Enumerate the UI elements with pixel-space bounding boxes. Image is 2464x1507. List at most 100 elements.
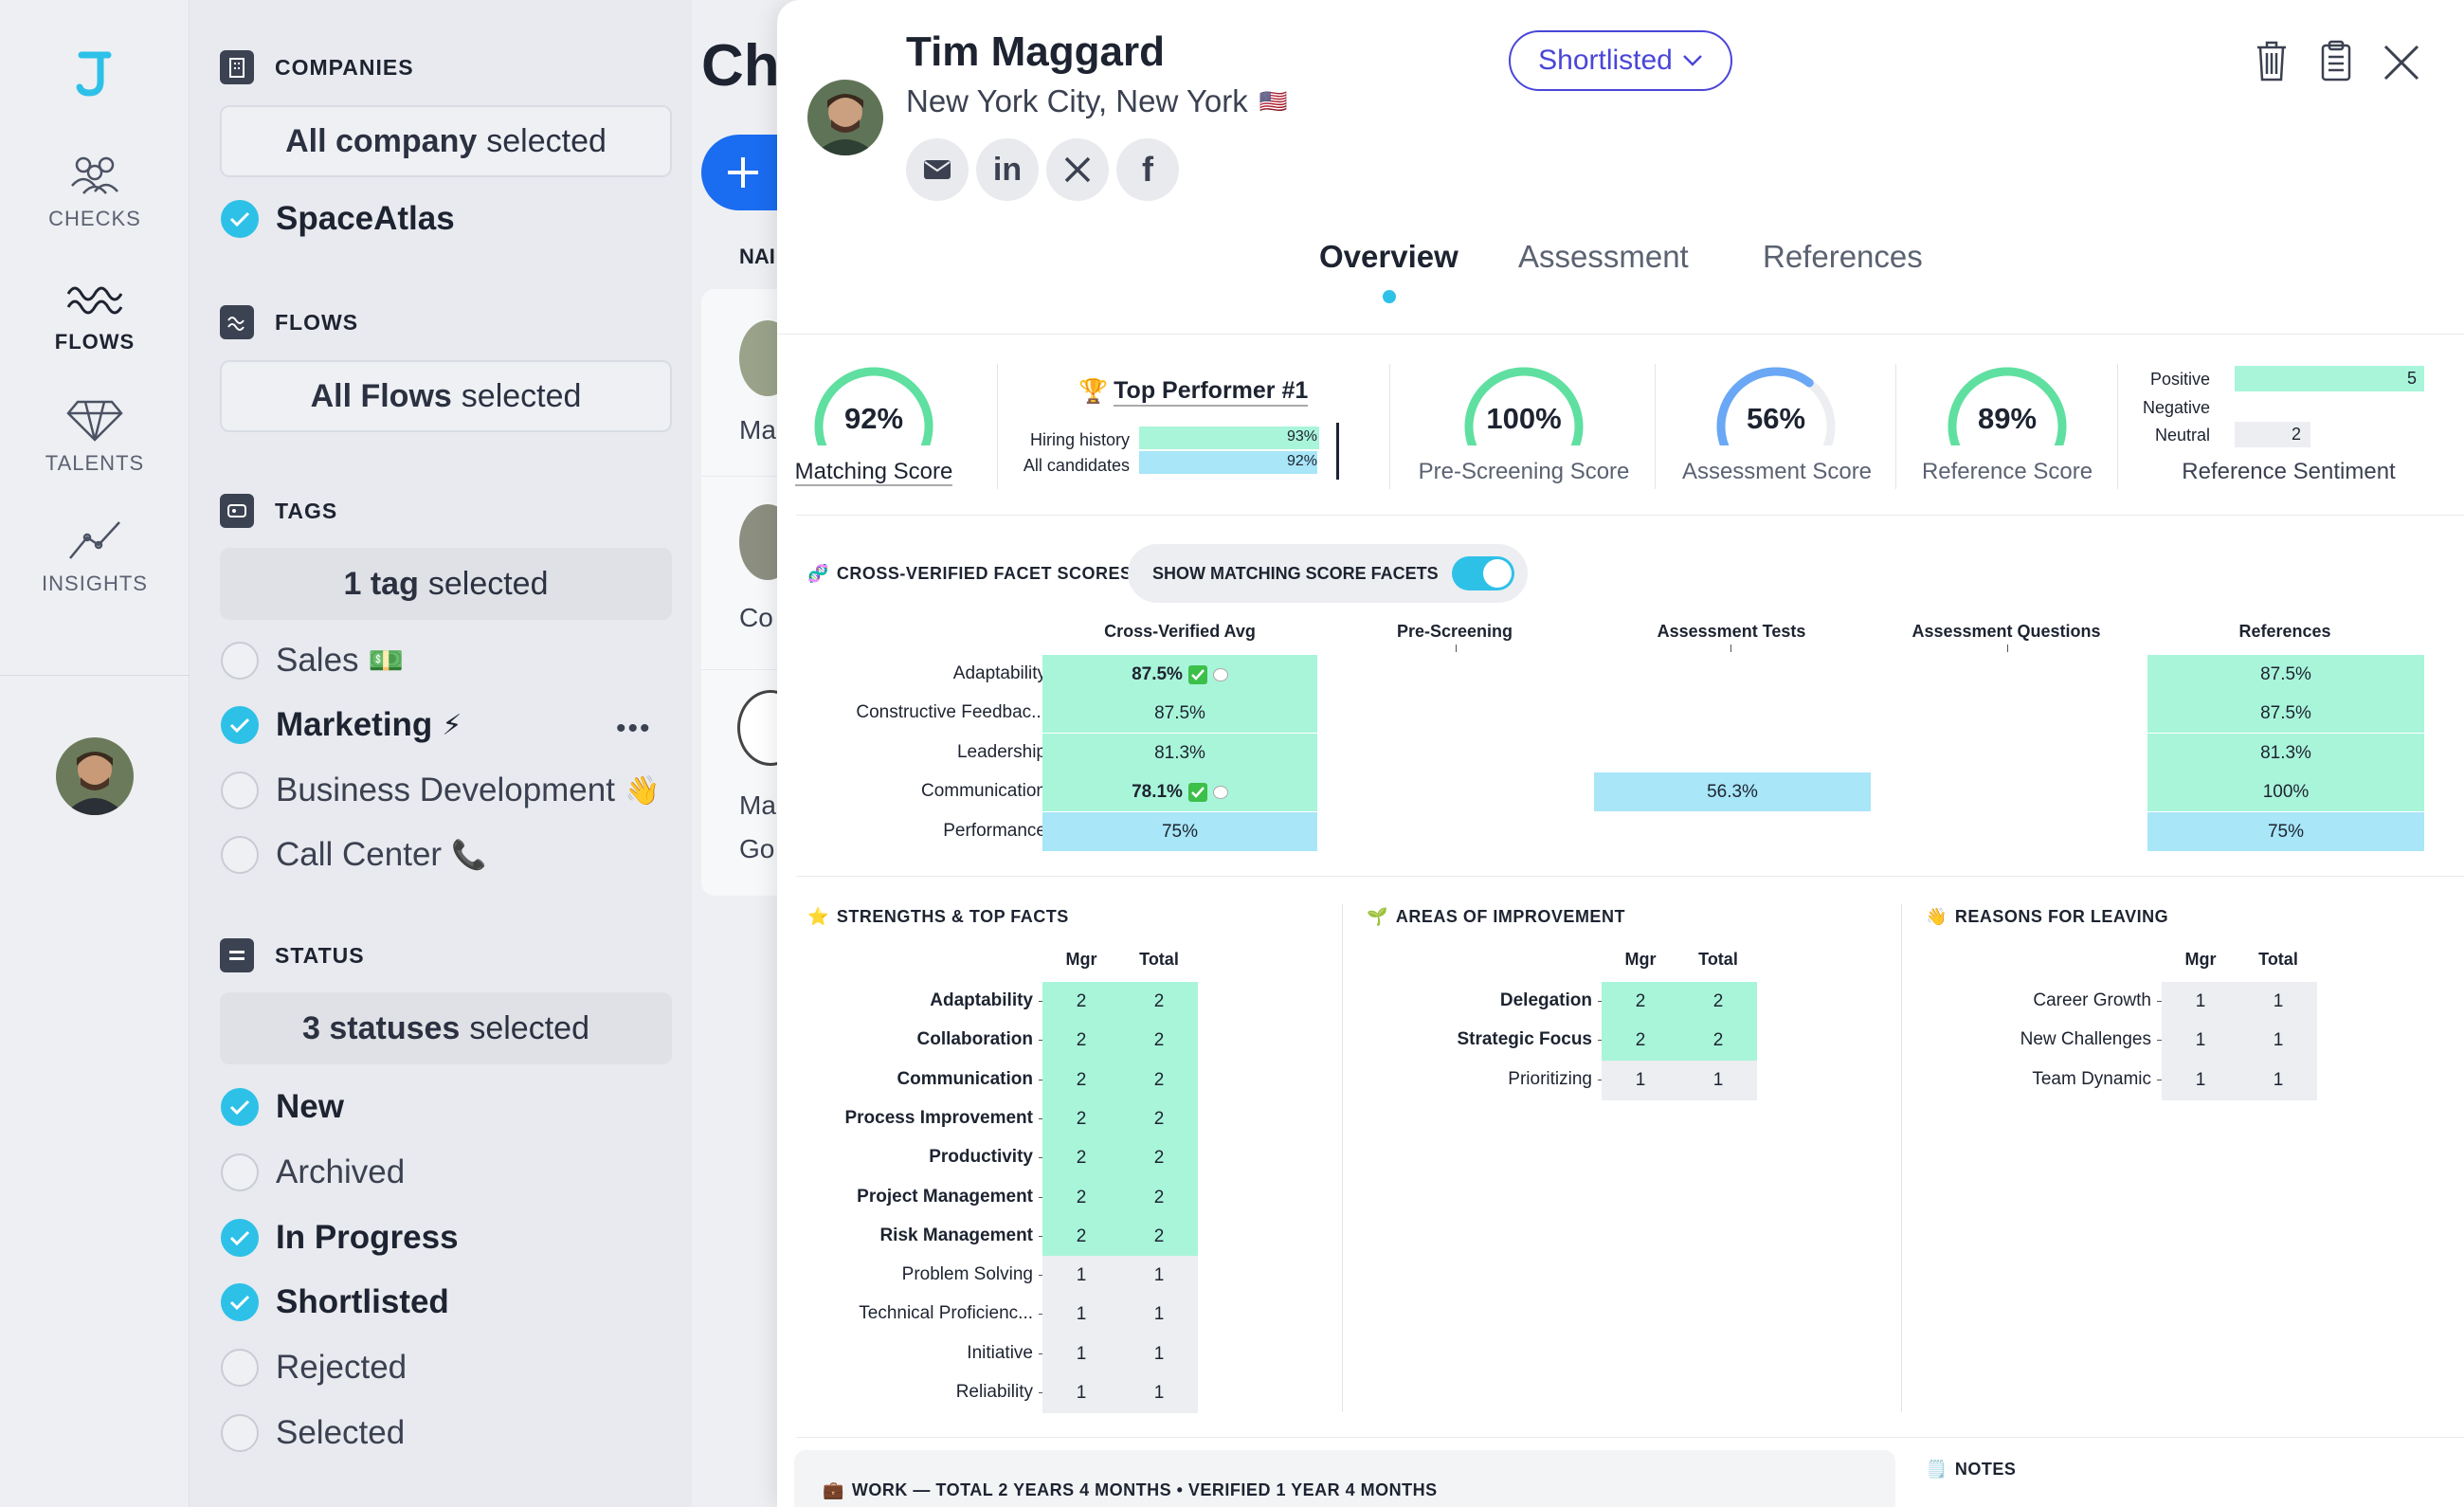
plus-icon (728, 157, 758, 188)
facet-col-header: Cross-Verified Avg (1104, 622, 1256, 641)
strengths-title: ⭐ STRENGTHS & TOP FACTS (807, 907, 1069, 927)
mgr-cell: 2 (1042, 1099, 1120, 1139)
checkbox (221, 836, 259, 874)
comment-icon[interactable] (1212, 667, 1228, 681)
leaving-title-text: REASONS FOR LEAVING (1954, 907, 2169, 926)
prescreening-score-gauge: 100% (1458, 360, 1590, 445)
option-spaceatlas[interactable]: SpaceAtlas (221, 200, 455, 238)
matching-facets-toggle[interactable]: SHOW MATCHING SCORE FACETS (1128, 544, 1528, 603)
trash-icon[interactable] (2256, 40, 2288, 82)
total-cell: 1 (1120, 1256, 1198, 1296)
hiring-history-bar (1139, 427, 1319, 449)
rail-item-flows[interactable]: FLOWS (0, 275, 190, 354)
option-business-development[interactable]: Business Development 👋 (221, 772, 660, 809)
comment-icon[interactable] (1212, 785, 1228, 799)
divider (796, 515, 2464, 516)
rail-item-talents[interactable]: TALENTS (0, 396, 190, 476)
total-cell: 1 (1120, 1295, 1198, 1335)
marker-line (1336, 423, 1339, 480)
option-selected[interactable]: Selected (221, 1414, 405, 1452)
section-title: TAGS (275, 498, 338, 523)
select-count: 3 statuses (302, 1009, 461, 1046)
x-icon[interactable] (1046, 138, 1109, 201)
total-cell: 1 (1120, 1335, 1198, 1374)
rail-item-checks[interactable]: CHECKS (0, 152, 190, 231)
option-call-center[interactable]: Call Center 📞 (221, 836, 486, 874)
bar-value: 93% (1286, 428, 1317, 445)
option-new[interactable]: New (221, 1088, 344, 1126)
row-label: Communication (897, 1069, 1033, 1089)
gauge-label: Reference Score (1921, 459, 2093, 484)
option-rejected[interactable]: Rejected (221, 1349, 407, 1387)
flow-select[interactable]: All Flows selected (220, 360, 672, 432)
col-header: Total (2258, 950, 2298, 969)
list-item-name[interactable]: Ma (739, 790, 776, 820)
email-icon[interactable] (906, 138, 969, 201)
status-dropdown[interactable]: Shortlisted (1509, 30, 1732, 91)
tag-select[interactable]: 1 tag selected (220, 548, 672, 620)
rail-item-insights[interactable]: INSIGHTS (0, 517, 190, 596)
mgr-cell: 2 (1602, 1021, 1679, 1061)
divider (1901, 904, 1902, 1412)
col-header: Mgr (1065, 950, 1097, 969)
rail-label: FLOWS (54, 330, 136, 354)
total-cell: 2 (1120, 1178, 1198, 1218)
close-icon[interactable] (2382, 44, 2420, 82)
page-title: Ch (701, 33, 780, 99)
divider (777, 334, 2464, 335)
option-label: Selected (276, 1414, 406, 1451)
total-cell: 2 (1120, 1217, 1198, 1257)
tab-references[interactable]: References (1763, 239, 1923, 274)
facet-col-header: References (2238, 622, 2331, 641)
row-label: Process Improvement (844, 1108, 1033, 1128)
row-label: Technical Proficienc... (859, 1303, 1033, 1323)
option-archived[interactable]: Archived (221, 1153, 405, 1191)
row-label: Risk Management (879, 1226, 1033, 1245)
clipboard-icon[interactable] (2320, 40, 2352, 82)
facebook-icon[interactable]: f (1116, 138, 1179, 201)
list-item-name[interactable]: Co (739, 603, 773, 632)
star-icon: ⭐ (807, 907, 829, 926)
option-shortlisted[interactable]: Shortlisted (221, 1283, 449, 1321)
linkedin-icon[interactable]: in (976, 138, 1039, 201)
tab-assessment[interactable]: Assessment (1518, 239, 1689, 274)
checkbox (221, 1349, 259, 1387)
facet-ref-cell: 75% (2147, 812, 2424, 851)
row-label: Collaboration (916, 1029, 1033, 1049)
mgr-cell: 1 (1042, 1295, 1120, 1335)
app-logo[interactable] (72, 49, 118, 99)
option-in-progress[interactable]: In Progress (221, 1219, 459, 1257)
users-icon (64, 152, 125, 197)
option-sales[interactable]: Sales 💵 (221, 642, 404, 680)
matching-score-label: Matching Score (794, 459, 953, 486)
work-title: 💼 WORK — TOTAL 2 YEARS 4 MONTHS • VERIFIE… (823, 1480, 1438, 1500)
work-title-text: WORK — TOTAL 2 YEARS 4 MONTHS • VERIFIED… (851, 1480, 1438, 1499)
row-label: Delegation (1499, 990, 1592, 1010)
company-select[interactable]: All company selected (220, 105, 672, 177)
bar-value: 92% (1286, 453, 1317, 469)
divider (0, 675, 190, 676)
cell-value: 87.5% (1132, 663, 1183, 684)
rail-label: INSIGHTS (42, 572, 148, 595)
user-avatar[interactable] (56, 737, 134, 815)
status-label: Shortlisted (1538, 45, 1673, 76)
reference-score-gauge: 89% (1941, 360, 2074, 445)
option-marketing[interactable]: Marketing ⚡ (221, 706, 462, 744)
list-item-name[interactable]: Ma (739, 415, 776, 445)
tab-overview[interactable]: Overview (1319, 239, 1458, 274)
mgr-cell: 1 (2162, 982, 2239, 1022)
status-select[interactable]: 3 statuses selected (220, 992, 672, 1064)
option-label: Archived (276, 1153, 406, 1190)
gauge-arc (1464, 367, 1584, 445)
total-cell: 2 (1120, 1138, 1198, 1178)
row-label: Team Dynamic (2032, 1069, 2151, 1089)
verified-icon (1187, 782, 1207, 802)
facet-label: Leadership (956, 742, 1046, 762)
gauge-arc (814, 367, 933, 445)
checkbox (221, 1153, 259, 1191)
toggle-switch[interactable] (1451, 556, 1514, 590)
facet-col-header: Pre-Screening (1396, 622, 1513, 641)
section-companies: COMPANIES (220, 50, 414, 84)
more-options-button[interactable]: ••• (616, 713, 652, 744)
wave-hand-icon: 👋 (624, 774, 661, 807)
